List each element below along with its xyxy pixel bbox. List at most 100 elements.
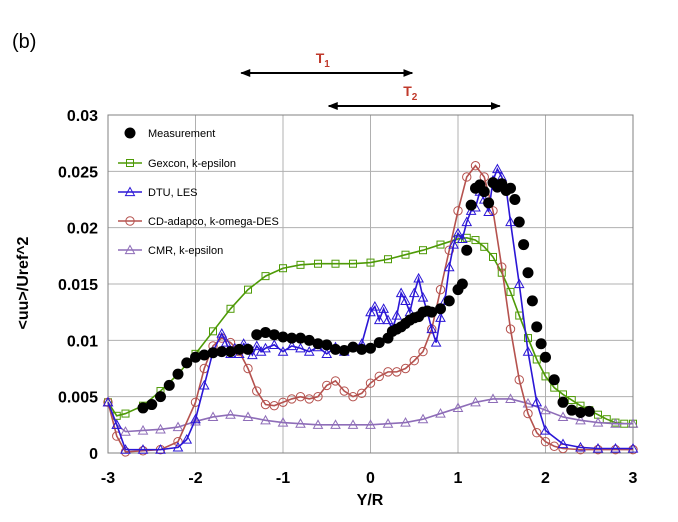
range-arrow-t2: T2: [327, 83, 501, 110]
data-point: [541, 372, 550, 381]
data-point: [465, 205, 477, 215]
data-point: [322, 380, 332, 391]
legend-label: CD-adapco, k-omega-DES: [148, 216, 279, 228]
data-point: [137, 444, 149, 454]
data-point: [260, 414, 271, 425]
data-point: [120, 426, 131, 436]
data-point: [505, 393, 516, 404]
data-point: [480, 242, 489, 251]
data-point: [513, 216, 525, 228]
gridlines: [107, 114, 634, 454]
data-point: [347, 419, 359, 429]
data-point: [207, 347, 219, 359]
data-point: [295, 332, 306, 344]
data-point: [401, 250, 410, 259]
panel-label: (b): [12, 31, 36, 53]
data-point: [382, 314, 394, 325]
data-point: [489, 252, 497, 261]
legend: Measurement Gexcon, k-epsilon DTU, LES CD-a…: [118, 127, 279, 257]
data-point: [436, 240, 445, 249]
data-point: [173, 437, 183, 447]
data-point: [348, 391, 358, 402]
data-point: [532, 355, 541, 364]
data-point: [426, 306, 438, 318]
data-point: [610, 444, 621, 455]
series-line: [107, 398, 633, 433]
data-point: [365, 342, 376, 354]
data-point: [190, 351, 201, 363]
data-point: [338, 344, 350, 356]
data-point: [146, 399, 158, 411]
data-point: [243, 363, 253, 374]
data-point: [479, 172, 489, 182]
data-point: [278, 397, 288, 407]
data-point: [548, 374, 560, 386]
data-point: [365, 419, 376, 429]
data-point: [395, 287, 407, 298]
data-point: [304, 394, 314, 404]
data-point: [524, 334, 532, 343]
x-tick-labels: -3 -2 -1 0 1 2 3: [101, 470, 638, 487]
data-point: [225, 346, 236, 358]
data-point: [567, 396, 576, 405]
data-point: [286, 340, 298, 351]
data-point: [409, 355, 419, 366]
data-point: [286, 332, 298, 344]
data-point: [331, 259, 340, 268]
data-point: [155, 444, 166, 454]
x-tick-label: 2: [541, 470, 550, 487]
data-point: [268, 339, 280, 349]
data-point: [295, 418, 306, 428]
data-point: [244, 285, 252, 294]
plot-border: [107, 114, 634, 454]
data-point: [557, 438, 569, 449]
data-point: [226, 304, 235, 313]
legend-label: CMR, k-epsilon: [148, 245, 223, 257]
data-point: [121, 409, 130, 418]
data-point: [443, 295, 455, 307]
data-point: [233, 343, 245, 355]
data-point: [347, 341, 359, 353]
legend-marker: [126, 159, 134, 167]
data-point: [137, 402, 149, 414]
data-point: [209, 327, 217, 336]
data-point: [303, 346, 315, 356]
data-point: [312, 419, 324, 429]
data-point: [366, 258, 375, 267]
data-point: [465, 199, 477, 211]
data-point: [506, 287, 515, 296]
data-point: [252, 386, 262, 396]
data-point: [260, 326, 271, 338]
data-point: [452, 402, 464, 413]
x-tick-label: -2: [188, 470, 202, 487]
data-point: [296, 260, 305, 269]
series-measurement: [137, 177, 595, 418]
data-point: [220, 337, 232, 347]
x-tick-label: -3: [101, 470, 115, 487]
data-point: [471, 236, 480, 245]
data-point: [365, 306, 376, 317]
data-point: [247, 349, 258, 360]
data-point: [330, 376, 341, 386]
data-point: [470, 161, 481, 171]
data-point: [575, 414, 586, 425]
y-tick-label: 0.025: [58, 164, 98, 181]
data-point: [400, 295, 411, 305]
data-point: [277, 417, 289, 427]
data-point: [540, 404, 551, 415]
y-axis-title: <uu>/Uref^2: [15, 236, 32, 329]
data-point: [392, 367, 402, 377]
legend-marker: [124, 127, 136, 139]
data-point: [225, 409, 236, 419]
data-point: [505, 324, 516, 334]
data-point: [461, 244, 473, 256]
data-point: [269, 400, 279, 411]
data-point: [137, 424, 149, 435]
data-point: [198, 349, 210, 361]
data-point: [181, 357, 193, 369]
data-point: [492, 163, 503, 174]
data-point: [514, 375, 524, 385]
range-arrow-t1: T1: [240, 50, 414, 77]
data-point: [461, 216, 473, 227]
